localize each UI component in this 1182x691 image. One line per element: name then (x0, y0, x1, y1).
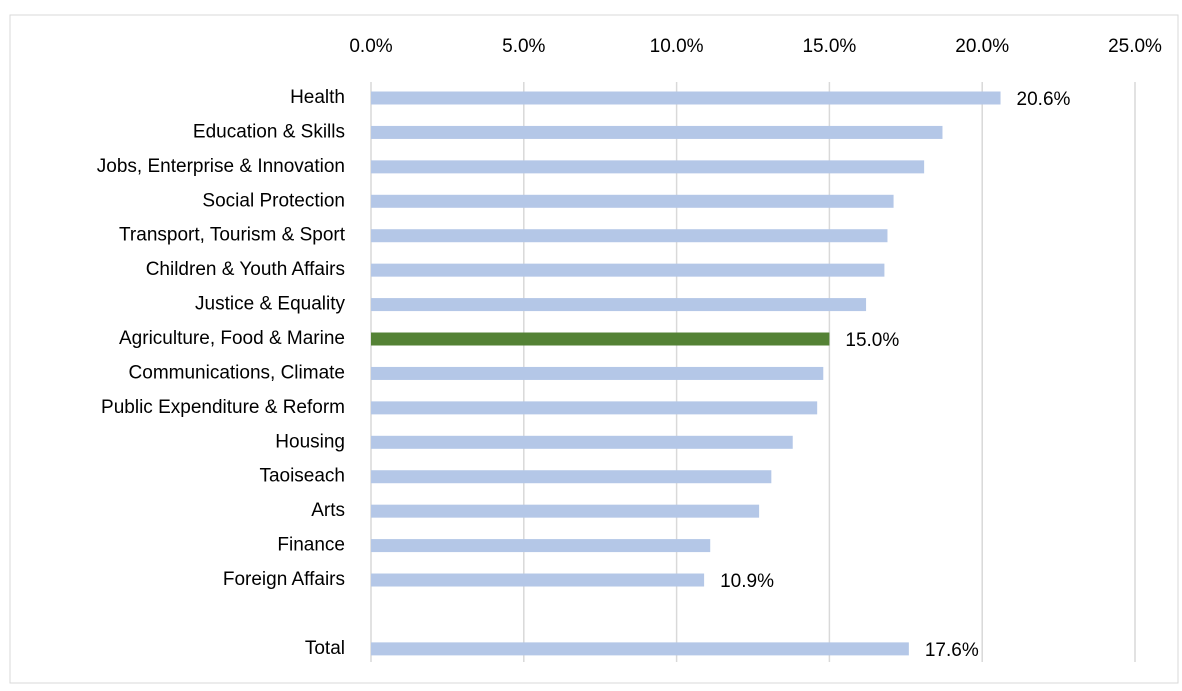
y-tick-label: Agriculture, Food & Marine (119, 328, 345, 349)
bar (371, 160, 925, 174)
bar (371, 91, 1001, 105)
bar (371, 194, 894, 208)
x-tick-label: 20.0% (955, 36, 1009, 57)
bar (371, 298, 867, 312)
bar (371, 470, 772, 484)
value-label: 15.0% (845, 330, 899, 351)
bar (371, 401, 818, 415)
bar (371, 332, 830, 346)
y-tick-label: Communications, Climate (129, 362, 345, 383)
y-tick-label: Housing (275, 431, 345, 452)
value-label: 17.6% (925, 640, 979, 661)
bar (371, 125, 943, 139)
y-tick-label: Taoiseach (259, 466, 345, 487)
y-tick-label: Total (305, 638, 345, 659)
y-tick-label: Finance (277, 535, 345, 556)
value-label: 20.6% (1017, 89, 1071, 110)
y-tick-label: Justice & Equality (195, 294, 345, 315)
y-tick-label: Foreign Affairs (223, 569, 345, 590)
y-tick-label: Social Protection (202, 190, 345, 211)
x-tick-label: 5.0% (502, 36, 545, 57)
bar (371, 642, 909, 656)
bar (371, 263, 885, 277)
bar (371, 435, 793, 449)
bar (371, 539, 711, 553)
bar (371, 229, 888, 243)
bar (371, 366, 824, 380)
y-tick-label: Children & Youth Affairs (146, 259, 345, 280)
y-tick-label: Jobs, Enterprise & Innovation (97, 156, 345, 177)
y-tick-label: Public Expenditure & Reform (101, 397, 345, 418)
x-tick-label: 10.0% (650, 36, 704, 57)
value-label: 10.9% (720, 571, 774, 592)
y-tick-label: Arts (311, 500, 345, 521)
x-tick-label: 25.0% (1108, 36, 1162, 57)
bar (371, 504, 760, 518)
y-tick-label: Health (290, 87, 345, 108)
x-tick-label: 0.0% (349, 36, 392, 57)
y-tick-label: Transport, Tourism & Sport (119, 225, 346, 246)
y-tick-label: Education & Skills (193, 121, 345, 142)
bar (371, 573, 705, 587)
x-tick-label: 15.0% (802, 36, 856, 57)
